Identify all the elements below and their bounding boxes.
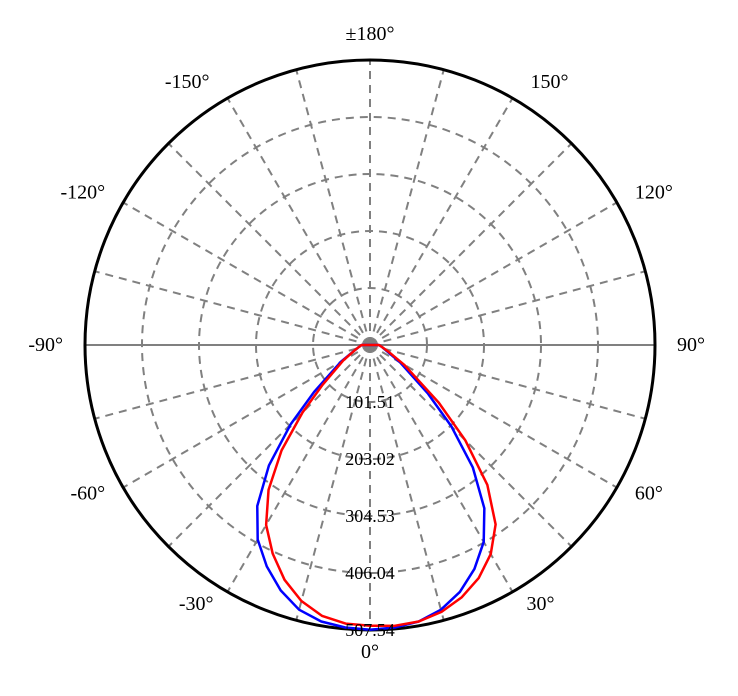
angle-label: -60° <box>71 483 106 505</box>
angle-label: ±180° <box>346 23 395 45</box>
angle-label: -90° <box>28 334 63 356</box>
radial-label: 304.53 <box>345 506 395 526</box>
angle-label: -120° <box>61 182 106 204</box>
angle-label: 150° <box>531 71 569 93</box>
angle-label: 0° <box>361 641 379 663</box>
angle-label: 90° <box>677 334 705 356</box>
angle-label: 120° <box>635 182 673 204</box>
angle-label: 60° <box>635 483 663 505</box>
radial-label: 406.04 <box>345 563 395 583</box>
angle-label: -150° <box>165 71 210 93</box>
radial-label: 203.02 <box>345 449 395 469</box>
polar-chart: 101.51 203.02 304.53 406.04 507.54 ±180° 150° 1… <box>0 0 738 696</box>
polar-svg: 101.51 203.02 304.53 406.04 507.54 ±180° 150° 1… <box>0 0 738 696</box>
radial-label: 101.51 <box>345 392 395 412</box>
angle-label: -30° <box>179 593 214 615</box>
radial-label: 507.54 <box>345 620 395 640</box>
angle-label: 30° <box>527 593 555 615</box>
